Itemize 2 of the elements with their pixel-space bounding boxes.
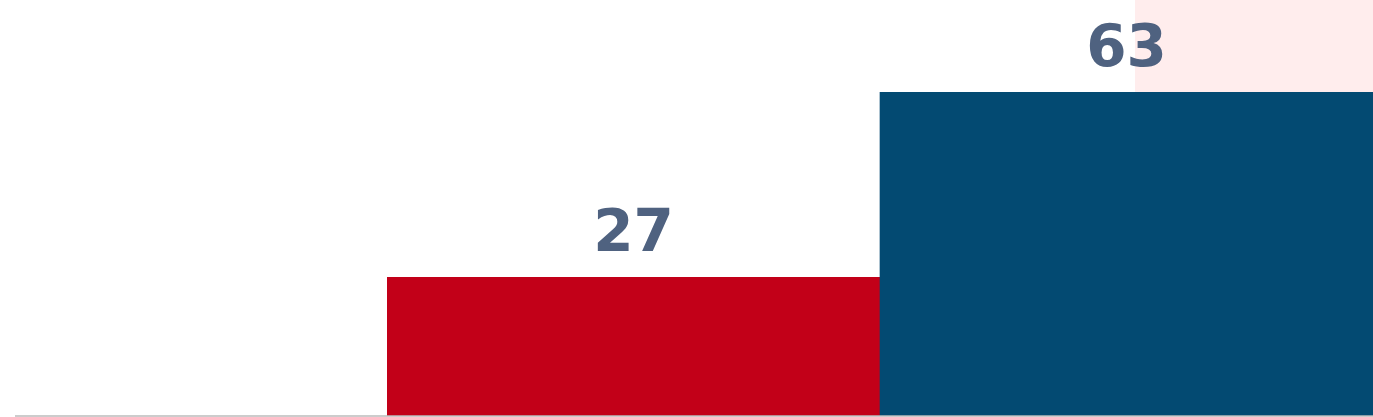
data-label: 27: [593, 197, 674, 266]
data-label: 63: [1086, 12, 1167, 81]
